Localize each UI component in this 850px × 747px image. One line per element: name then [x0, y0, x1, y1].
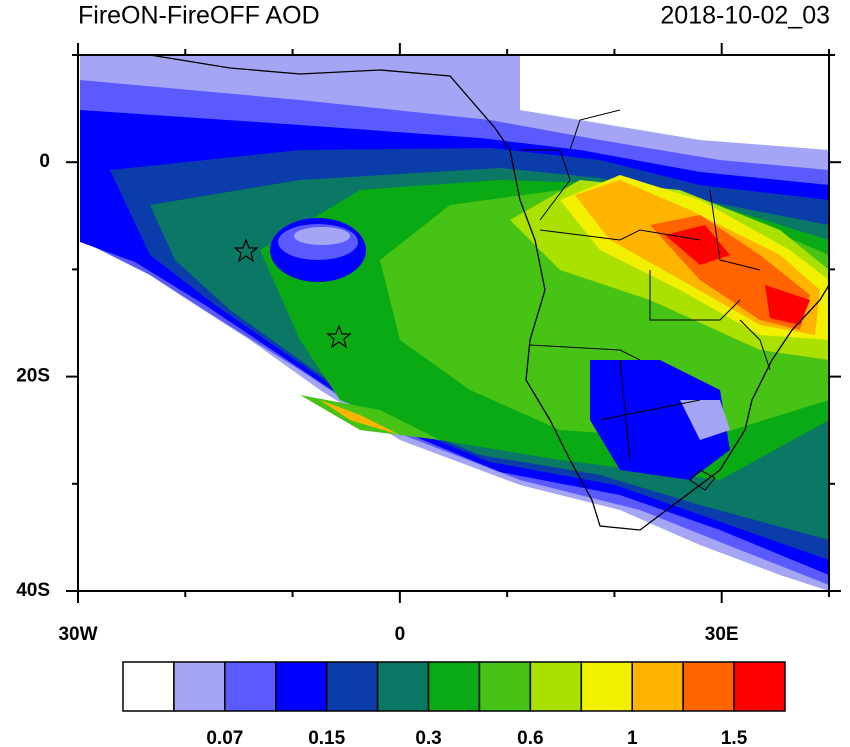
colorbar-box: [631, 661, 684, 712]
axes: 30W 0 30E 0 20S 40S: [16, 43, 841, 645]
colorbar-label: 1: [627, 728, 638, 747]
title: FireON-FireOFF AOD: [78, 2, 320, 30]
colorbar-label: 0.15: [308, 728, 345, 747]
colorbar-label: 1.5: [721, 728, 748, 747]
x-tick-label: 30W: [58, 624, 97, 645]
colorbar-label: 0.07: [206, 728, 243, 747]
colorbar-box: [224, 661, 277, 712]
colorbar-box: [529, 661, 583, 712]
colorbar: 0.07 0.15 0.3 0.6 1 1.5: [122, 661, 786, 747]
y-tick-label: 0: [39, 151, 50, 172]
plot-frame: [77, 54, 830, 592]
colorbar-box: [325, 661, 379, 712]
date-label: 2018-10-02_03: [660, 2, 830, 30]
y-tick-label: 20S: [16, 366, 50, 387]
x-tick-label: 0: [395, 624, 406, 645]
colorbar-box: [427, 661, 481, 712]
colorbar-label: 0.6: [517, 728, 543, 747]
colorbar-box: [580, 661, 633, 712]
colorbar-box: [478, 661, 532, 712]
colorbar-box: [682, 661, 735, 712]
colorbar-box: [376, 661, 430, 712]
colorbar-box: [173, 661, 226, 712]
x-tick-label: 30E: [705, 624, 739, 645]
colorbar-box: [275, 661, 328, 712]
y-tick-label: 40S: [16, 580, 50, 601]
colorbar-box: [733, 661, 786, 712]
colorbar-box: [122, 661, 175, 712]
colorbar-label: 0.3: [415, 728, 441, 747]
aod-field: [80, 55, 829, 591]
